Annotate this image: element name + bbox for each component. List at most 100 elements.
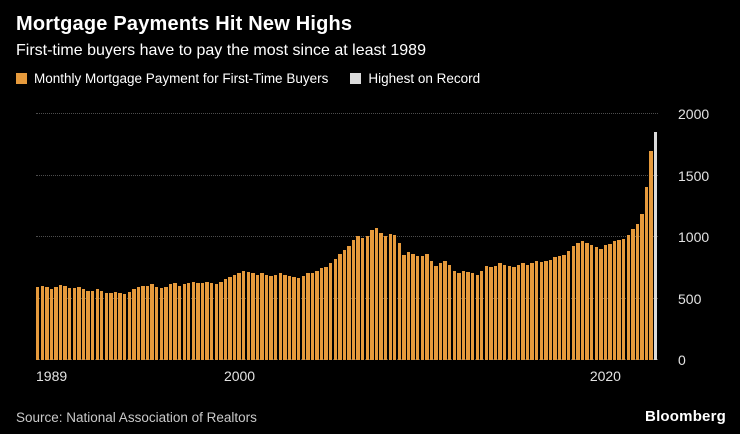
- bar: [452, 270, 456, 360]
- bar: [296, 278, 301, 360]
- bar: [63, 286, 67, 360]
- bar: [425, 253, 429, 360]
- bar: [644, 187, 649, 360]
- bar: [475, 274, 479, 360]
- bar: [576, 242, 580, 360]
- x-axis-label: 2020: [589, 368, 621, 384]
- bar: [132, 289, 136, 360]
- bar: [640, 214, 644, 360]
- bar: [182, 284, 186, 360]
- bar: [548, 259, 553, 360]
- bar: [516, 264, 521, 360]
- bar: [594, 247, 598, 360]
- plot-area: [36, 113, 658, 360]
- chart: 0 500 1000 1500 2000 1989 2000 2020: [0, 106, 740, 392]
- bar: [77, 286, 81, 360]
- y-axis-label: 1500: [678, 167, 710, 184]
- legend: Monthly Mortgage Payment for First-Time …: [16, 71, 724, 86]
- bar: [466, 272, 470, 360]
- bar: [539, 262, 543, 360]
- bar: [191, 281, 196, 360]
- bar: [356, 236, 360, 360]
- bar: [443, 261, 447, 360]
- bar: [310, 273, 315, 360]
- bar: [136, 286, 141, 360]
- bar: [141, 285, 145, 360]
- bar: [333, 258, 337, 360]
- bars: [36, 114, 658, 360]
- bar: [557, 256, 562, 360]
- bar: [402, 254, 406, 360]
- bar: [127, 292, 131, 360]
- bar: [58, 284, 63, 360]
- bar: [90, 290, 95, 360]
- bar: [118, 292, 122, 360]
- legend-label: Highest on Record: [368, 71, 481, 86]
- bar: [507, 265, 511, 360]
- bar: [649, 150, 653, 360]
- bar: [461, 270, 466, 360]
- bar: [246, 272, 250, 360]
- bar: [622, 238, 626, 360]
- bar: [113, 291, 118, 360]
- page-subtitle: First-time buyers have to pay the most s…: [16, 42, 426, 59]
- bar: [95, 289, 99, 360]
- bar: [448, 264, 452, 360]
- bar: [173, 283, 177, 360]
- bar: [255, 274, 260, 360]
- bar: [502, 264, 507, 360]
- bar: [493, 265, 498, 360]
- bar: [81, 288, 86, 360]
- bar: [567, 251, 571, 360]
- chart-header: Mortgage Payments Hit New Highs First-ti…: [0, 0, 740, 86]
- bar: [200, 283, 205, 360]
- bar: [351, 240, 356, 360]
- bar: [86, 291, 90, 360]
- bar: [562, 254, 566, 360]
- gridline: [36, 113, 658, 114]
- y-axis-label: 1000: [678, 229, 710, 245]
- bar: [365, 236, 370, 360]
- legend-swatch-orange-icon: [16, 73, 27, 84]
- legend-swatch-white-icon: [350, 73, 362, 84]
- record-bar: [654, 132, 658, 360]
- bar: [498, 263, 502, 360]
- x-axis-label: 1989: [36, 368, 68, 384]
- bar: [388, 233, 392, 360]
- y-axis-labels: 0 500 1000 1500 2000: [678, 106, 738, 368]
- bar: [415, 256, 420, 360]
- bar: [383, 236, 388, 360]
- bar: [155, 286, 159, 360]
- bar: [301, 275, 305, 360]
- bar: [580, 241, 585, 360]
- bloomberg-logo: Bloomberg: [645, 408, 726, 425]
- bar: [104, 292, 109, 360]
- bar: [612, 241, 617, 360]
- bar: [209, 282, 214, 360]
- footer: Source: National Association of Realtors…: [16, 408, 726, 425]
- bar: [145, 285, 150, 360]
- bar: [122, 294, 127, 360]
- bar: [393, 235, 397, 360]
- y-axis-label: 0: [678, 352, 686, 368]
- bar: [168, 284, 173, 360]
- bar: [36, 287, 40, 360]
- legend-item-record: Highest on Record: [350, 71, 480, 86]
- bar: [379, 232, 383, 360]
- bar: [264, 274, 269, 360]
- bar: [269, 275, 273, 360]
- source-note: Source: National Association of Realtors: [16, 410, 257, 425]
- y-axis-label: 2000: [678, 106, 710, 122]
- bar: [150, 284, 154, 360]
- bar: [585, 242, 589, 360]
- bar: [429, 261, 434, 360]
- bar: [283, 274, 287, 360]
- bar: [347, 246, 351, 360]
- bar: [617, 240, 621, 360]
- bar: [608, 243, 612, 360]
- bar: [406, 252, 411, 360]
- y-axis-label: 500: [678, 290, 702, 307]
- bar: [635, 224, 640, 360]
- bar: [159, 288, 163, 360]
- bar: [251, 273, 255, 360]
